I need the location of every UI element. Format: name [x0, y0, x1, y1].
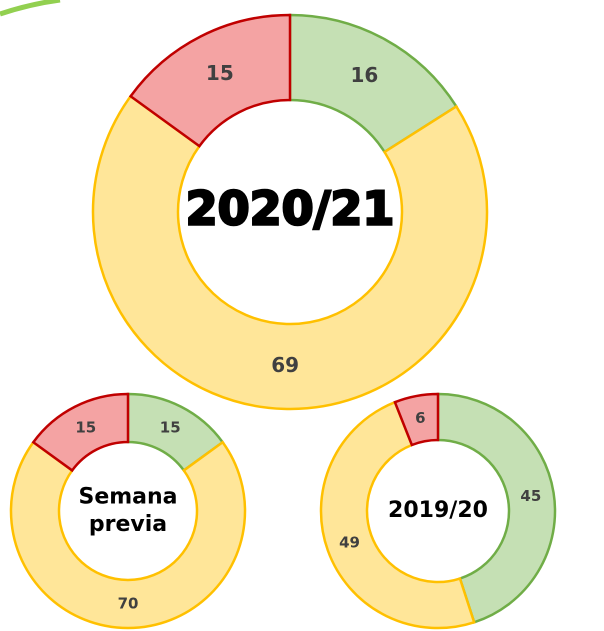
data-label: 45: [520, 487, 541, 505]
donut-slice: [436, 392, 557, 624]
data-label: 49: [339, 533, 360, 551]
donut-slice: [91, 94, 489, 411]
data-label: 15: [206, 61, 234, 85]
data-label: 6: [415, 409, 425, 427]
center-title: 2020/21: [186, 182, 395, 236]
data-label: 70: [118, 595, 139, 613]
data-label: 16: [351, 63, 379, 87]
data-label: 15: [75, 419, 96, 437]
donut-slice: [128, 13, 292, 148]
donut-slice: [31, 392, 130, 473]
decoration: [0, 0, 61, 17]
data-label: 15: [160, 419, 181, 437]
donut-slice: [9, 440, 247, 630]
center-title: Semana previa: [78, 484, 177, 537]
donut-slice: [319, 400, 476, 630]
data-label: 69: [271, 353, 299, 377]
donut-slice: [393, 392, 440, 447]
center-title: 2019/20: [388, 498, 488, 523]
